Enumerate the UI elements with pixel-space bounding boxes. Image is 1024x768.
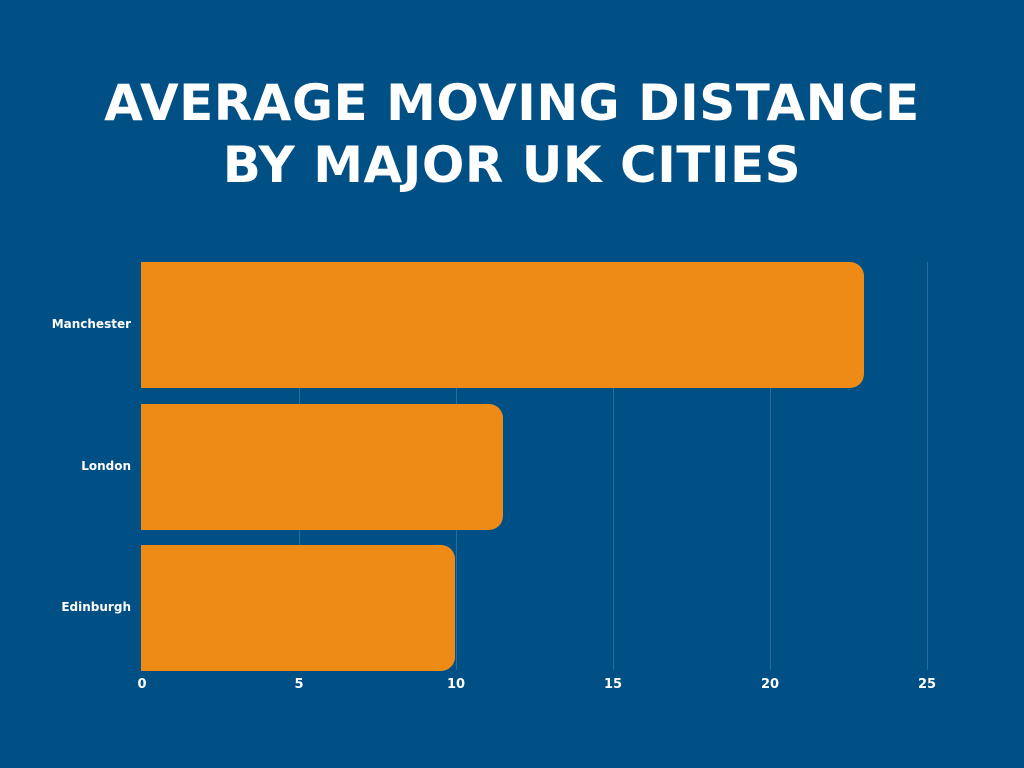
y-label-london: London: [81, 459, 131, 473]
y-label-manchester: Manchester: [51, 317, 131, 331]
x-tick-15: 15: [603, 677, 623, 692]
x-tick-0: 0: [137, 677, 147, 692]
bar-london: [141, 404, 503, 530]
bar-manchester: [141, 262, 865, 388]
x-tick-25: 25: [917, 677, 937, 692]
gridline-25: [927, 262, 928, 670]
chart-title-line1: AVERAGE MOVING DISTANCE: [104, 74, 920, 132]
chart-title: AVERAGE MOVING DISTANCE BY MAJOR UK CITI…: [0, 72, 1024, 196]
gridline-20: [770, 262, 771, 670]
bar-edinburgh: [141, 545, 456, 671]
x-tick-10: 10: [446, 677, 466, 692]
x-tick-5: 5: [294, 677, 304, 692]
y-label-edinburgh: Edinburgh: [61, 600, 131, 614]
gridline-15: [613, 262, 614, 670]
chart-title-line2: BY MAJOR UK CITIES: [222, 136, 802, 194]
x-tick-20: 20: [760, 677, 780, 692]
